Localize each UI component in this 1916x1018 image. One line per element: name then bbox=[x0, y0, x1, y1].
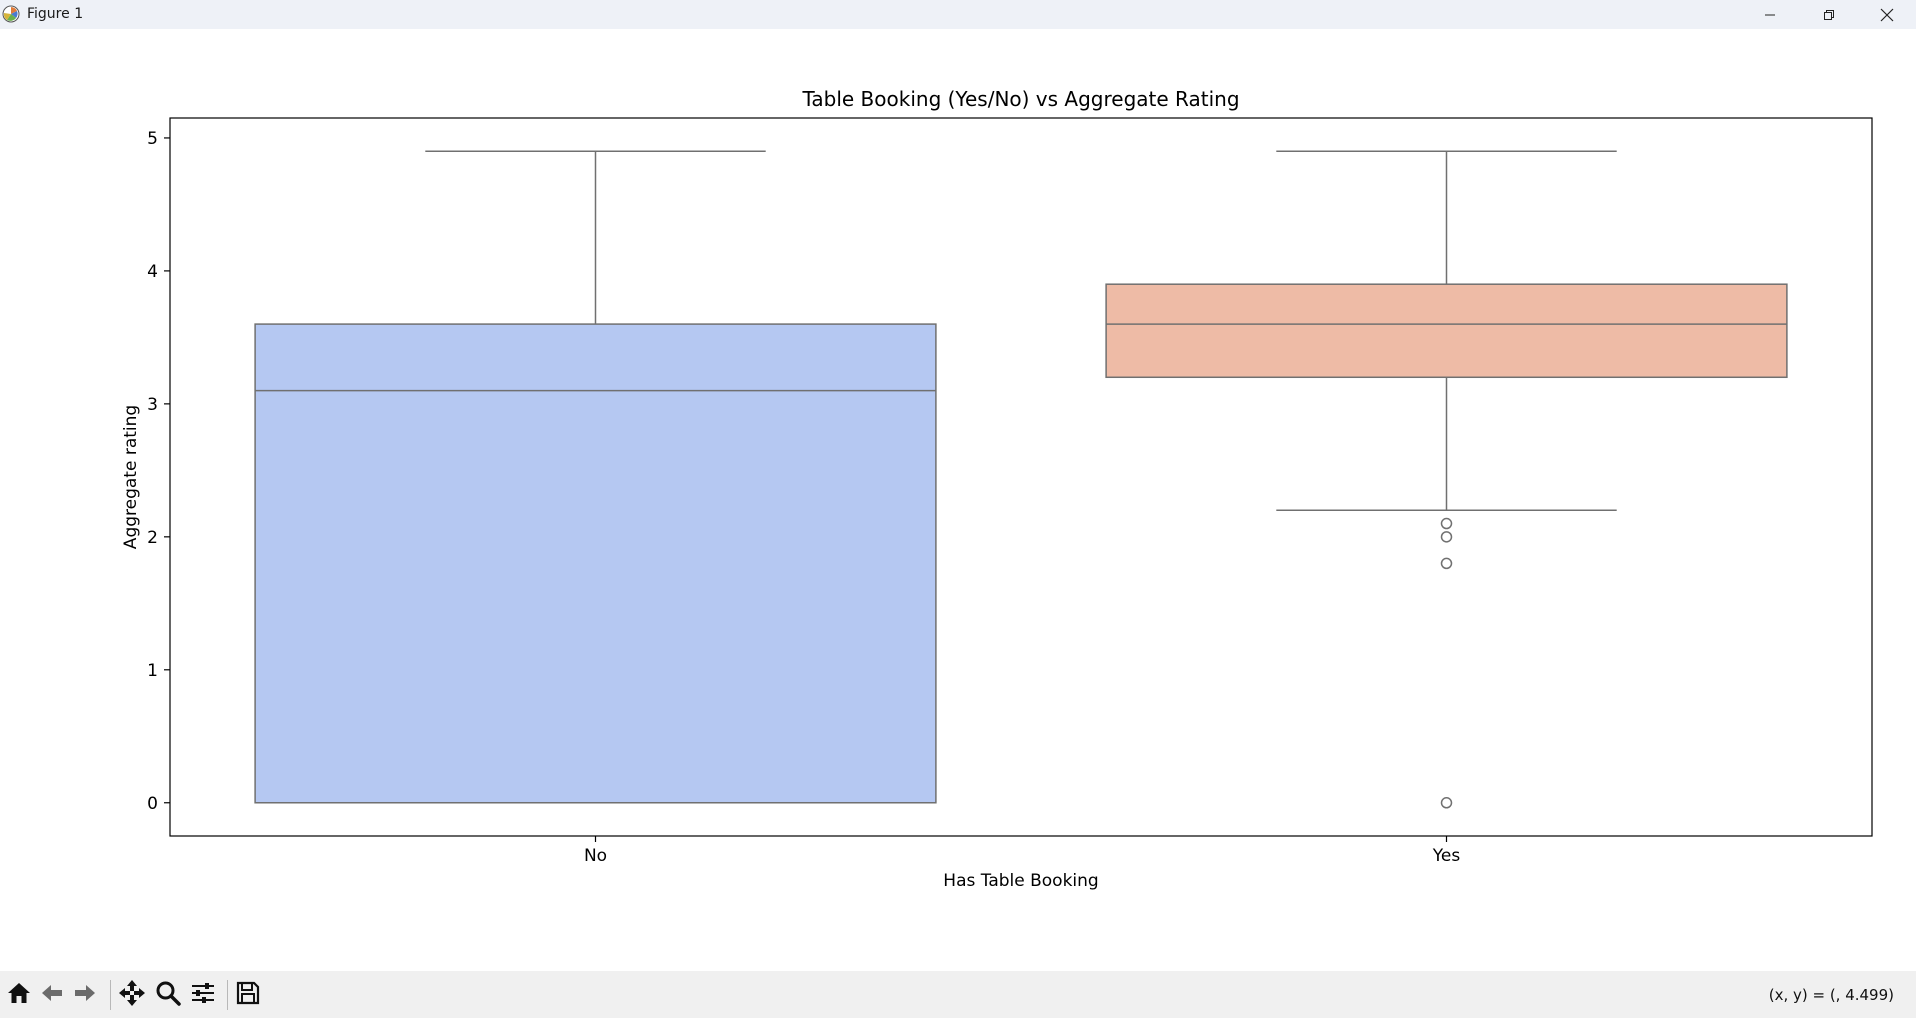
axes-frame bbox=[169, 117, 1873, 837]
configure-subplots-button[interactable] bbox=[188, 980, 218, 1010]
outlier-point bbox=[1440, 517, 1453, 530]
boxplot-chart: Table Booking (Yes/No) vs Aggregate Rati… bbox=[121, 87, 1873, 891]
close-button[interactable] bbox=[1858, 0, 1916, 29]
iqr-box bbox=[254, 323, 937, 804]
pan-icon bbox=[118, 979, 146, 1011]
window-title: Figure 1 bbox=[27, 6, 84, 22]
configure-subplots-icon bbox=[190, 980, 216, 1010]
close-icon bbox=[1880, 8, 1894, 22]
outlier-point bbox=[1440, 531, 1453, 543]
outlier-point bbox=[1440, 557, 1453, 570]
y-tick-label: 4 bbox=[147, 262, 158, 282]
y-tick-label: 5 bbox=[147, 129, 158, 149]
x-tick-label: Yes bbox=[1432, 846, 1461, 866]
maximize-button[interactable] bbox=[1800, 0, 1858, 29]
minimize-button[interactable] bbox=[1741, 0, 1799, 29]
forward-arrow-icon bbox=[72, 980, 98, 1010]
forward-button[interactable] bbox=[70, 980, 100, 1010]
figure-canvas[interactable]: Table Booking (Yes/No) vs Aggregate Rati… bbox=[0, 29, 1916, 971]
plot-area bbox=[254, 150, 1788, 809]
box-yes bbox=[1105, 150, 1788, 809]
pan-button[interactable] bbox=[117, 980, 147, 1010]
chart-title: Table Booking (Yes/No) vs Aggregate Rati… bbox=[801, 87, 1239, 111]
back-button[interactable] bbox=[37, 980, 67, 1010]
iqr-box bbox=[1105, 283, 1788, 379]
save-icon bbox=[235, 980, 261, 1010]
minimize-icon bbox=[1764, 9, 1776, 21]
save-button[interactable] bbox=[233, 980, 263, 1010]
zoom-button[interactable] bbox=[153, 980, 183, 1010]
toolbar-separator bbox=[110, 980, 111, 1010]
y-tick-label: 3 bbox=[147, 395, 158, 415]
restore-icon bbox=[1823, 9, 1835, 21]
x-axis-label: Has Table Booking bbox=[943, 871, 1098, 891]
box-no bbox=[254, 150, 937, 804]
zoom-icon bbox=[155, 980, 181, 1010]
title-bar: Figure 1 bbox=[0, 0, 1916, 29]
outlier-point bbox=[1440, 797, 1453, 809]
home-button[interactable] bbox=[4, 980, 34, 1010]
matplotlib-icon bbox=[2, 5, 20, 23]
x-tick-label: No bbox=[584, 846, 607, 866]
axes: 0 1 2 3 4 5 No Yes bbox=[147, 129, 1460, 866]
y-tick-label: 0 bbox=[147, 794, 158, 814]
y-tick-label: 1 bbox=[147, 661, 158, 681]
y-tick-label: 2 bbox=[147, 528, 158, 548]
cursor-coordinates: (x, y) = (, 4.499) bbox=[1768, 986, 1894, 1004]
home-icon bbox=[6, 980, 32, 1010]
back-arrow-icon bbox=[39, 980, 65, 1010]
y-axis-label: Aggregate rating bbox=[121, 405, 141, 549]
navigation-toolbar: (x, y) = (, 4.499) bbox=[0, 971, 1916, 1018]
toolbar-separator bbox=[227, 980, 228, 1010]
